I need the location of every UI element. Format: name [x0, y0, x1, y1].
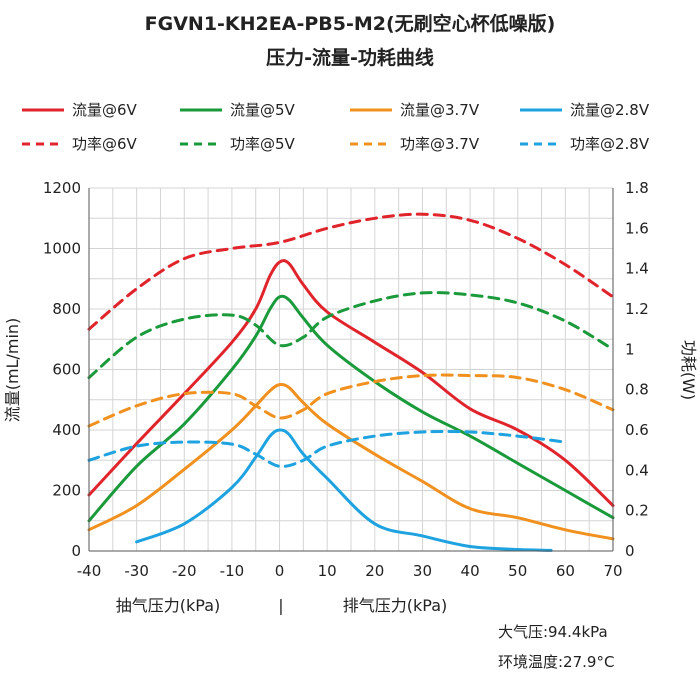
legend-label-3: 流量@2.8V — [570, 101, 650, 119]
x-tick-label: 50 — [508, 562, 527, 580]
x-axis-title-separator: | — [278, 596, 283, 615]
legend-label-2: 流量@3.7V — [400, 101, 480, 119]
y2-tick-label: 0.2 — [625, 502, 649, 520]
y-axis-title: 流量(mL/min) — [3, 318, 22, 423]
series-line-4 — [87, 212, 615, 331]
grid — [88, 187, 614, 552]
chart-subtitle: 压力-流量-功耗曲线 — [266, 46, 434, 69]
x-axis-title-left: 抽气压力(kPa) — [116, 596, 221, 615]
x-tick-label: -30 — [124, 562, 149, 580]
x-tick-label: 60 — [556, 562, 575, 580]
chart-title: FGVN1-KH2EA-PB5-M2(无刷空心杯低噪版) — [145, 12, 556, 35]
x-tick-label: 30 — [413, 562, 432, 580]
y2-tick-label: 1.2 — [625, 300, 649, 318]
y-tick-label: 1200 — [43, 179, 81, 197]
x-tick-label: 40 — [461, 562, 480, 580]
y2-tick-label: 0 — [625, 542, 635, 560]
y-tick-label: 400 — [52, 421, 81, 439]
y-tick-label: 600 — [52, 361, 81, 379]
x-tick-label: 0 — [275, 562, 285, 580]
axes: -40 -30 -20 -10 0 10 20 30 40 50 60 700200400600800… — [43, 179, 649, 580]
series-line-0 — [87, 259, 615, 508]
y-tick-label: 0 — [71, 542, 81, 560]
ambient-temperature-note: 环境温度:27.9°C — [498, 653, 614, 671]
series-line-3 — [135, 428, 553, 552]
legend-label-5: 功率@5V — [230, 135, 296, 153]
y2-tick-label: 0.8 — [625, 381, 649, 399]
y-tick-label: 800 — [52, 300, 81, 318]
x-tick-label: -40 — [77, 562, 102, 580]
legend-label-7: 功率@2.8V — [570, 135, 650, 153]
series-line-1 — [87, 294, 615, 523]
y2-tick-label: 1.8 — [625, 179, 649, 197]
y2-tick-label: 1.6 — [625, 219, 649, 237]
legend-label-6: 功率@3.7V — [400, 135, 480, 153]
y-tick-label: 1000 — [43, 240, 81, 258]
y2-axis-title: 功耗(W) — [679, 340, 698, 400]
legend-label-0: 流量@6V — [72, 101, 138, 119]
y2-tick-label: 1.4 — [625, 260, 649, 278]
x-tick-label: 70 — [603, 562, 622, 580]
legend-label-4: 功率@6V — [72, 135, 138, 153]
atmospheric-pressure-note: 大气压:94.4kPa — [498, 623, 608, 641]
y2-tick-label: 0.4 — [625, 461, 649, 479]
y2-tick-label: 0.6 — [625, 421, 649, 439]
y-tick-label: 200 — [52, 482, 81, 500]
series-line-5 — [87, 291, 615, 380]
legend: 流量@6V 流量@5V 流量@3.7V 流量@2.8V 功率@6V 功率@5V 功率@3.7… — [22, 101, 650, 153]
x-tick-label: 10 — [318, 562, 337, 580]
series-lines — [87, 212, 615, 552]
legend-label-1: 流量@5V — [230, 101, 296, 119]
series-line-2 — [87, 382, 615, 541]
series-line-6 — [87, 373, 615, 428]
series-line-7 — [87, 429, 567, 468]
x-axis-title-right: 排气压力(kPa) — [343, 596, 448, 615]
x-tick-label: -10 — [220, 562, 245, 580]
x-tick-label: 20 — [365, 562, 384, 580]
x-tick-label: -20 — [172, 562, 197, 580]
y2-tick-label: 1 — [625, 340, 635, 358]
